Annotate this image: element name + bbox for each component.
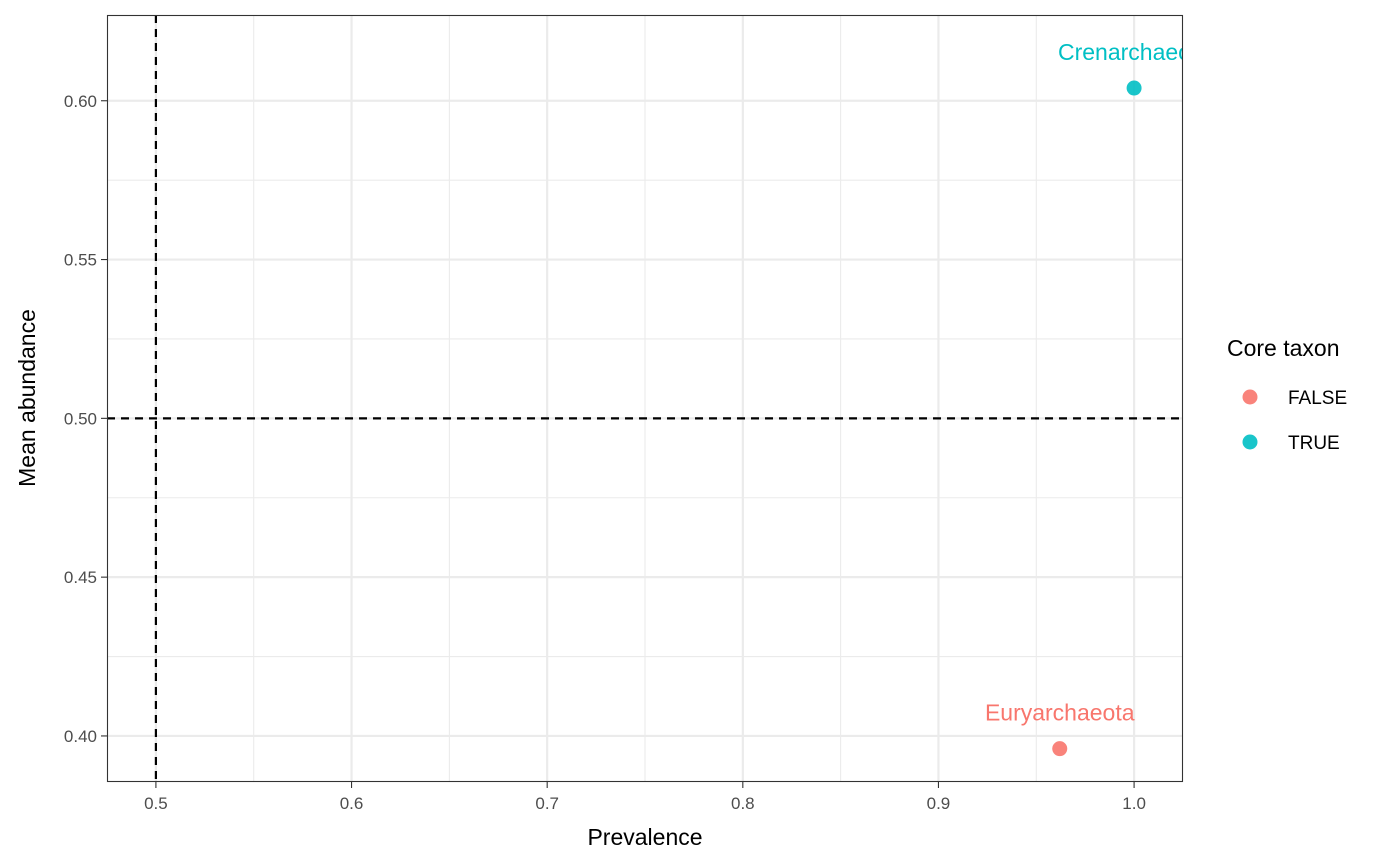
- y-tick-label: 0.40: [64, 727, 97, 746]
- x-axis-ticks: 0.5 0.6 0.7 0.8 0.9 1.0: [144, 782, 1146, 813]
- x-tick-label: 1.0: [1122, 794, 1146, 813]
- data-point: [1126, 80, 1142, 96]
- y-tick-label: 0.55: [64, 251, 97, 270]
- point-labels: Euryarchaeota Crenarchaeota: [985, 39, 1210, 726]
- legend: Core taxon FALSE TRUE: [1227, 335, 1347, 454]
- data-point-label: Euryarchaeota: [985, 700, 1135, 726]
- y-axis-ticks: 0.40 0.45 0.50 0.55 0.60: [64, 92, 107, 746]
- legend-label: FALSE: [1288, 388, 1347, 409]
- data-points: [1052, 80, 1142, 757]
- y-tick-label: 0.60: [64, 92, 97, 111]
- legend-label: TRUE: [1288, 433, 1340, 454]
- x-tick-label: 0.6: [340, 794, 364, 813]
- data-point: [1052, 741, 1068, 757]
- x-tick-label: 0.9: [927, 794, 951, 813]
- y-axis-title: Mean abundance: [14, 309, 40, 487]
- x-tick-label: 0.7: [535, 794, 559, 813]
- reference-lines: [107, 15, 1183, 782]
- legend-entries: FALSE TRUE: [1242, 388, 1347, 454]
- data-point-label: Crenarchaeota: [1058, 39, 1210, 65]
- legend-title: Core taxon: [1227, 335, 1340, 361]
- x-axis-title: Prevalence: [587, 824, 702, 850]
- panel-border: [106, 14, 1184, 783]
- x-tick-label: 0.8: [731, 794, 755, 813]
- x-tick-label: 0.5: [144, 794, 168, 813]
- minor-gridlines: [107, 15, 1183, 782]
- y-tick-label: 0.45: [64, 568, 97, 587]
- legend-key: [1242, 389, 1258, 405]
- legend-key: [1242, 434, 1258, 450]
- y-tick-label: 0.50: [64, 409, 97, 428]
